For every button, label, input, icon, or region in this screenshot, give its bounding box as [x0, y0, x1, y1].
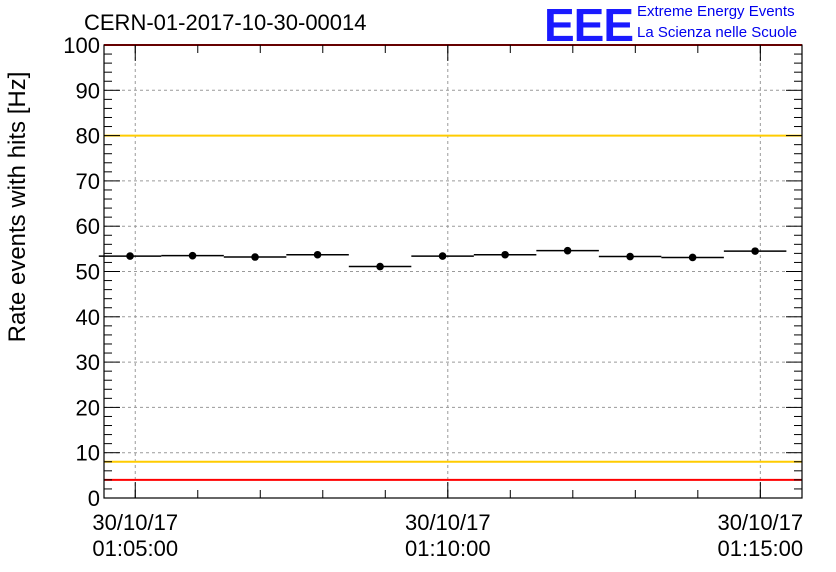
x-tick-date: 30/10/17 [718, 510, 804, 535]
y-tick-label: 50 [76, 260, 100, 285]
y-tick-label: 90 [76, 78, 100, 103]
y-tick-label: 40 [76, 305, 100, 330]
data-point [188, 251, 197, 260]
data-point [563, 246, 572, 255]
data-point [688, 253, 697, 262]
data-point [376, 262, 384, 271]
data-point [501, 250, 509, 259]
x-tick-time: 01:05:00 [92, 536, 178, 561]
y-tick-label: 60 [76, 214, 100, 239]
logo-tagline-2: La Scienza nelle Scuole [637, 24, 798, 41]
y-tick-label: 70 [76, 169, 100, 194]
y-tick-label: 10 [76, 441, 100, 466]
y-tick-label: 80 [76, 124, 100, 149]
logo-tagline-1: Extreme Energy Events [637, 3, 795, 20]
data-point [251, 253, 259, 261]
y-tick-label: 20 [76, 395, 100, 420]
x-tick-date: 30/10/17 [405, 510, 491, 535]
data-point [438, 252, 447, 260]
data-point [626, 252, 634, 261]
run-title: CERN-01-2017-10-30-00014 [84, 10, 367, 35]
x-tick-time: 01:10:00 [405, 536, 491, 561]
x-tick-date: 30/10/17 [92, 510, 178, 535]
data-point [751, 247, 759, 255]
data-point [126, 252, 134, 260]
y-tick-label: 100 [63, 33, 100, 58]
eee-logo: EEE [544, 0, 634, 51]
x-tick-time: 01:15:00 [718, 536, 804, 561]
y-tick-label: 0 [88, 486, 100, 511]
data-point [313, 250, 322, 259]
y-tick-label: 30 [76, 350, 100, 375]
